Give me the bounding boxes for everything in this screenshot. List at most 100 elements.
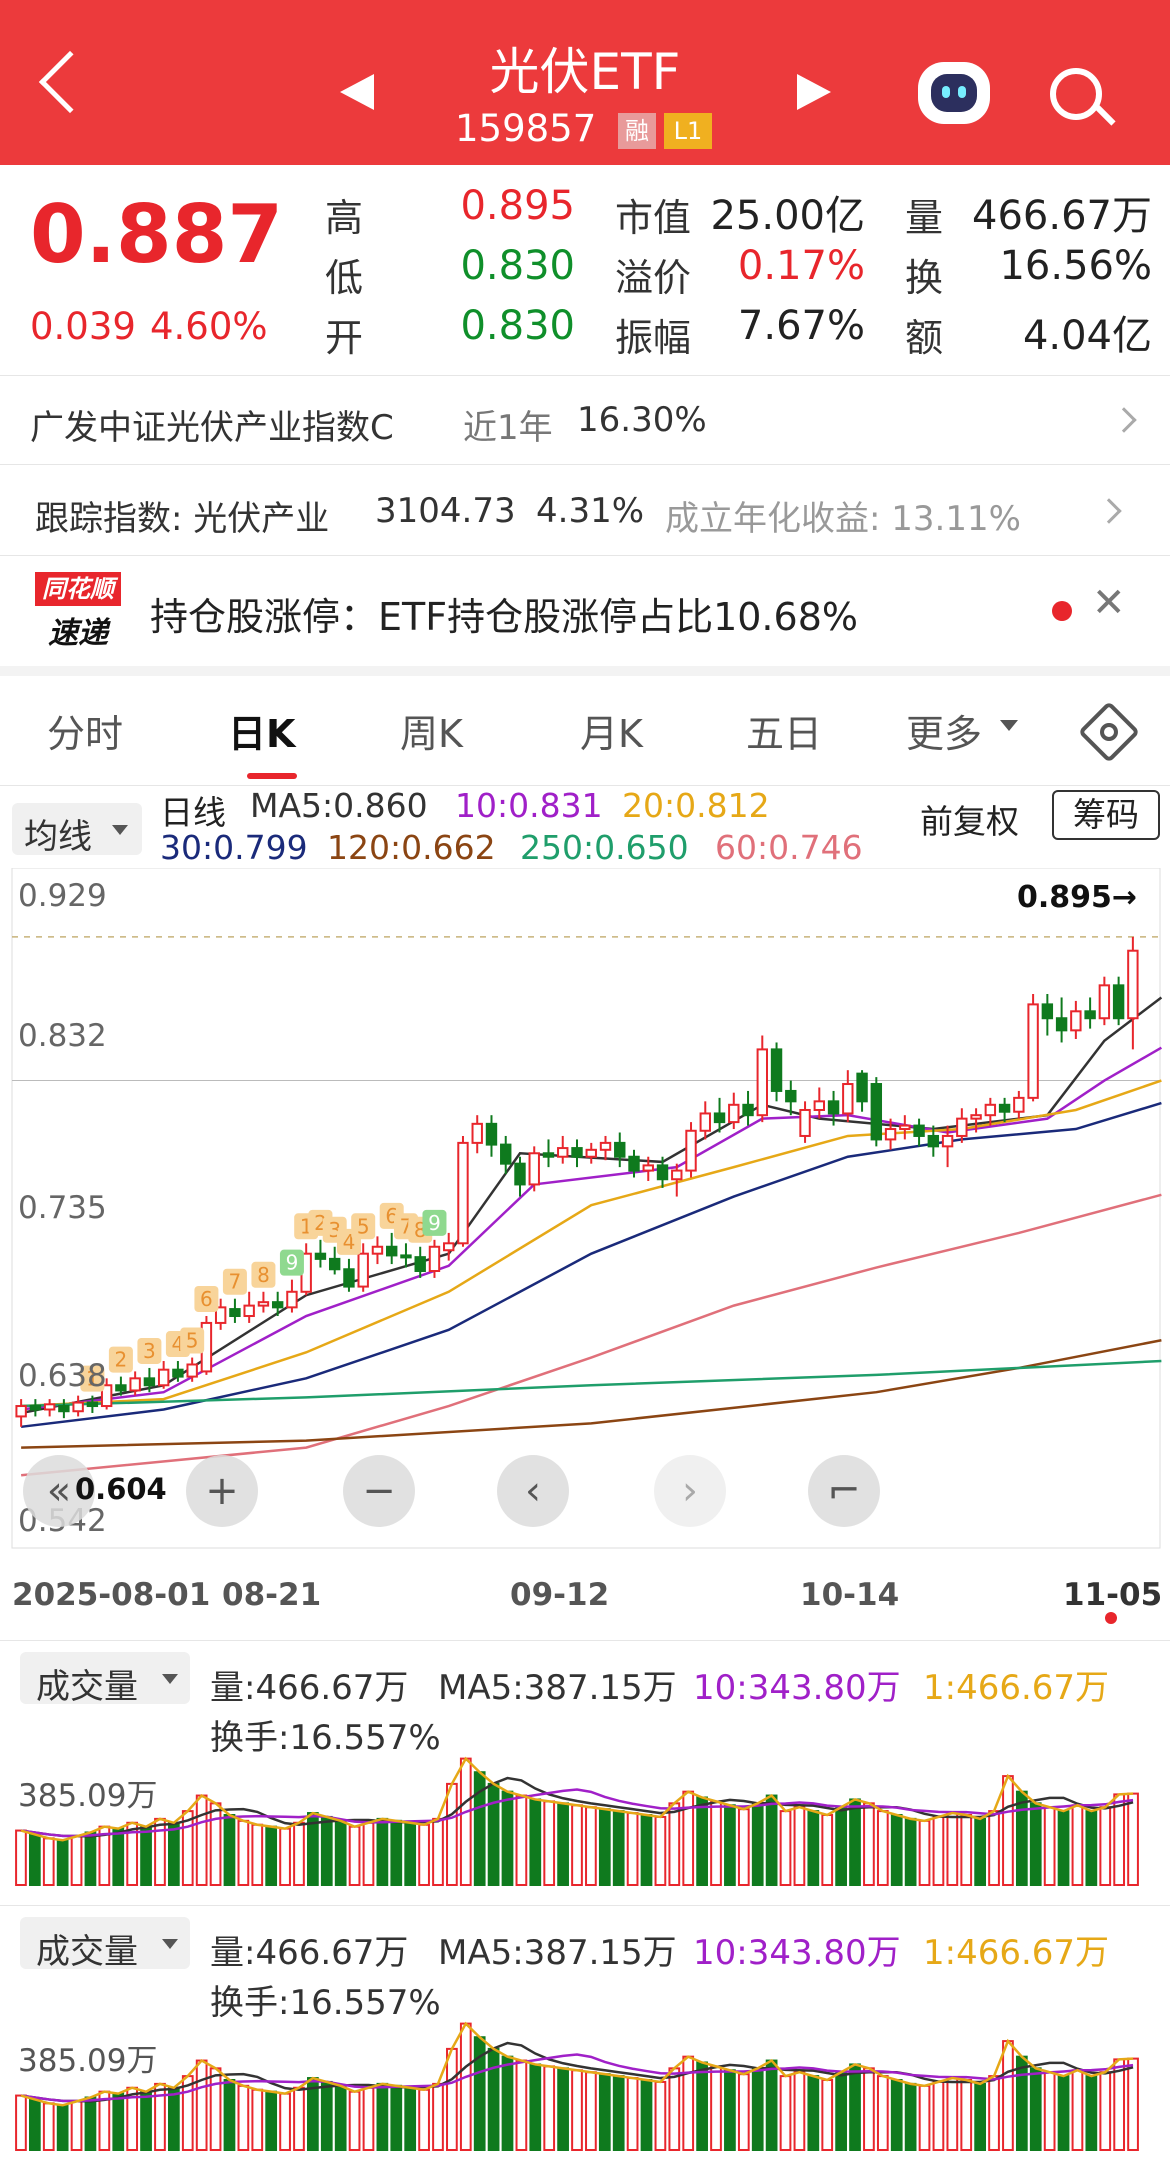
candle-body <box>172 1368 184 1378</box>
candle-body <box>229 1308 241 1318</box>
tab-five-day[interactable]: 五日 <box>746 712 823 756</box>
candle-body <box>699 1112 711 1132</box>
candle-body <box>58 1405 70 1413</box>
candle-body <box>157 1368 170 1387</box>
search-icon[interactable] <box>1050 68 1102 120</box>
volume-value: 466.67万 <box>972 193 1152 239</box>
volume-bar <box>223 2079 236 2151</box>
indicator-selector[interactable]: 均线 <box>12 803 142 857</box>
ma30-line <box>20 1101 1162 1429</box>
candlestick-chart[interactable]: 12 3 4 567 891 2 345 6 7 8 9 <box>0 868 1170 1568</box>
collapse-left-icon[interactable]: « <box>23 1455 95 1527</box>
volume-bar <box>1071 1804 1084 1886</box>
page-title: 光伏ETF <box>489 43 681 101</box>
volume-chart[interactable] <box>0 1700 1170 1890</box>
volume-bar <box>876 2075 889 2151</box>
market-cap-label: 市值 <box>615 196 692 240</box>
volume-selector-label: 成交量 <box>36 1667 138 1707</box>
related-fund-row[interactable]: 广发中证光伏产业指数C 近1年 16.30% <box>0 376 1170 464</box>
adjust-mode[interactable]: 前复权 <box>920 802 1019 841</box>
current-date-dot <box>1105 1612 1117 1624</box>
related-fund-name: 广发中证光伏产业指数C <box>30 408 394 448</box>
tab-monthly-k[interactable]: 月K <box>580 712 643 756</box>
volume-bar <box>334 2084 347 2151</box>
market-cap-value: 25.00亿 <box>710 193 865 239</box>
chart-frame <box>11 868 1161 1549</box>
signal-badge <box>137 1337 162 1364</box>
news-flash-row[interactable]: 同花顺 速递 持仓股涨停：ETF持仓股涨停占比10.68% ✕ <box>0 556 1170 666</box>
candle-body <box>286 1290 298 1309</box>
volume-bar <box>390 1819 403 1886</box>
pan-right-icon[interactable]: › <box>654 1455 726 1527</box>
volume-bar <box>821 1814 834 1886</box>
volume-bar <box>751 2067 764 2151</box>
margin-badge: 融 <box>618 113 656 149</box>
x-tick-label: 09-12 <box>510 1577 610 1613</box>
candle-body <box>884 1128 897 1141</box>
volume-bar <box>626 1812 639 1886</box>
candle-body <box>485 1122 498 1146</box>
candle-body <box>1127 949 1139 1020</box>
volume-bar <box>320 2080 333 2151</box>
zoom-in-icon[interactable]: + <box>186 1455 258 1527</box>
next-stock-icon[interactable] <box>797 74 831 110</box>
volume-bar <box>42 1837 55 1886</box>
candle-body <box>43 1403 56 1411</box>
volume-bar <box>446 2047 458 2151</box>
tab-more[interactable]: 更多 <box>906 712 983 756</box>
volume-bar <box>876 1810 889 1886</box>
x-tick-label: 08-21 <box>222 1577 322 1613</box>
tab-intraday[interactable]: 分时 <box>47 712 124 756</box>
signal-label: 8 <box>257 1263 270 1287</box>
candle-body <box>143 1377 156 1387</box>
close-icon[interactable]: ✕ <box>1092 580 1126 626</box>
robot-eye-left <box>942 86 950 98</box>
pan-left-icon[interactable]: ‹ <box>497 1455 569 1527</box>
vol-ma10: 10:343.80万 <box>693 1668 901 1708</box>
volume-bar <box>585 1806 597 1886</box>
chips-button[interactable]: 筹码 <box>1052 790 1160 840</box>
volume-selector[interactable]: 成交量 <box>20 1917 190 1972</box>
volume-chart[interactable] <box>0 1965 1170 2155</box>
volume-bar <box>807 1810 820 1886</box>
last-price: 0.887 <box>30 188 284 281</box>
candle-body <box>371 1245 384 1255</box>
volume-bar <box>1057 1810 1070 1886</box>
turnover-label: 换 <box>905 256 944 300</box>
signal-label: 5 <box>186 1329 199 1353</box>
volume-bar <box>1099 2071 1112 2151</box>
volume-selector[interactable]: 成交量 <box>20 1652 190 1707</box>
volume-bar <box>571 1804 583 1886</box>
tracking-index-row[interactable]: 跟踪指数: 光伏产业 3104.73 4.31% 成立年化收益: 13.11% <box>0 465 1170 555</box>
volume-bar <box>140 2090 152 2151</box>
volume-bar <box>988 1810 1000 1886</box>
divider <box>0 1640 1170 1641</box>
volume-bar <box>724 1804 736 1886</box>
active-tab-indicator <box>247 773 297 779</box>
volume-ma1-line <box>20 2021 1134 2107</box>
vol-ma5: MA5:387.15万 <box>438 1668 677 1708</box>
candle-body <box>1070 1010 1082 1032</box>
volume-bar <box>237 1819 250 1886</box>
volume-bar <box>237 2084 250 2151</box>
volume-bar <box>654 1815 667 1886</box>
volume-bar <box>112 1827 125 1887</box>
prev-stock-icon[interactable] <box>340 74 374 110</box>
zoom-out-icon[interactable]: − <box>343 1455 415 1527</box>
fullscreen-icon[interactable]: ⌐ <box>808 1455 880 1527</box>
divider <box>0 555 1170 556</box>
candle-body <box>314 1252 327 1260</box>
back-arrow-icon[interactable] <box>38 50 102 114</box>
candle-body <box>998 1103 1011 1113</box>
volume-bar <box>1127 2057 1139 2151</box>
tab-weekly-k[interactable]: 周K <box>400 712 463 756</box>
volume-bar <box>404 1821 417 1886</box>
volume-bar <box>779 2075 792 2151</box>
volume-bar <box>501 1790 514 1886</box>
candle-body <box>913 1124 925 1137</box>
related-fund-period: 近1年 <box>463 408 553 448</box>
tab-daily-k[interactable]: 日K <box>228 712 296 756</box>
volume-bar <box>376 2082 389 2151</box>
candle-body <box>614 1141 626 1158</box>
x-tick-label: 11-05 <box>1063 1577 1163 1613</box>
